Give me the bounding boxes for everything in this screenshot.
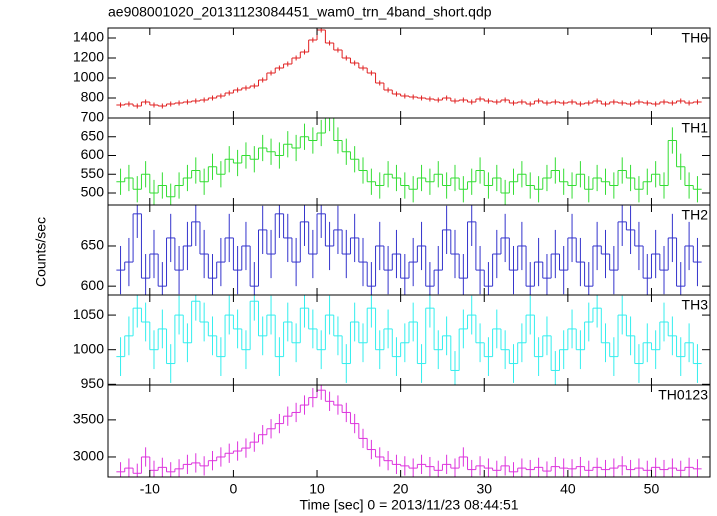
y-axis-label: Counts/sec (33, 217, 49, 287)
x-axis-label: Time [sec] 0 = 2013/11/23 08:44:51 (299, 497, 518, 513)
y-tick-label: 1200 (73, 49, 104, 65)
panel-label: TH3 (682, 297, 709, 313)
x-tick-label: 30 (476, 481, 492, 497)
y-tick-label: 1000 (73, 69, 104, 85)
y-tick-label: 650 (81, 237, 105, 253)
y-tick-label: 3500 (73, 411, 104, 427)
y-tick-label: 600 (81, 277, 105, 293)
x-tick-label: 20 (393, 481, 409, 497)
panel-label: TH2 (682, 207, 709, 223)
y-tick-label: 1050 (73, 306, 104, 322)
chart-title: ae908001020_20131123084451_wam0_trn_4ban… (108, 4, 492, 20)
panel-frame (107, 384, 711, 478)
panel-label: TH0 (682, 30, 709, 46)
y-tick-label: 650 (81, 127, 105, 143)
panel-frame (107, 27, 711, 119)
x-tick-label: 0 (230, 481, 238, 497)
panel-frame (107, 204, 711, 296)
x-tick-label: -10 (140, 481, 160, 497)
y-tick-label: 3000 (73, 448, 104, 464)
y-tick-label: 600 (81, 146, 105, 162)
y-tick-label: 950 (81, 375, 105, 391)
y-tick-label: 550 (81, 165, 105, 181)
y-tick-label: 800 (81, 89, 105, 105)
x-tick-label: 50 (644, 481, 660, 497)
y-tick-label: 500 (81, 184, 105, 200)
y-tick-label: 1400 (73, 29, 104, 45)
y-tick-label: 1000 (73, 340, 104, 356)
y-tick-label: 700 (81, 109, 105, 125)
panel-frame (107, 117, 711, 206)
x-tick-label: 40 (560, 481, 576, 497)
panel-label: TH0123 (658, 387, 708, 403)
x-tick-label: 10 (309, 481, 325, 497)
panel-label: TH1 (682, 120, 709, 136)
